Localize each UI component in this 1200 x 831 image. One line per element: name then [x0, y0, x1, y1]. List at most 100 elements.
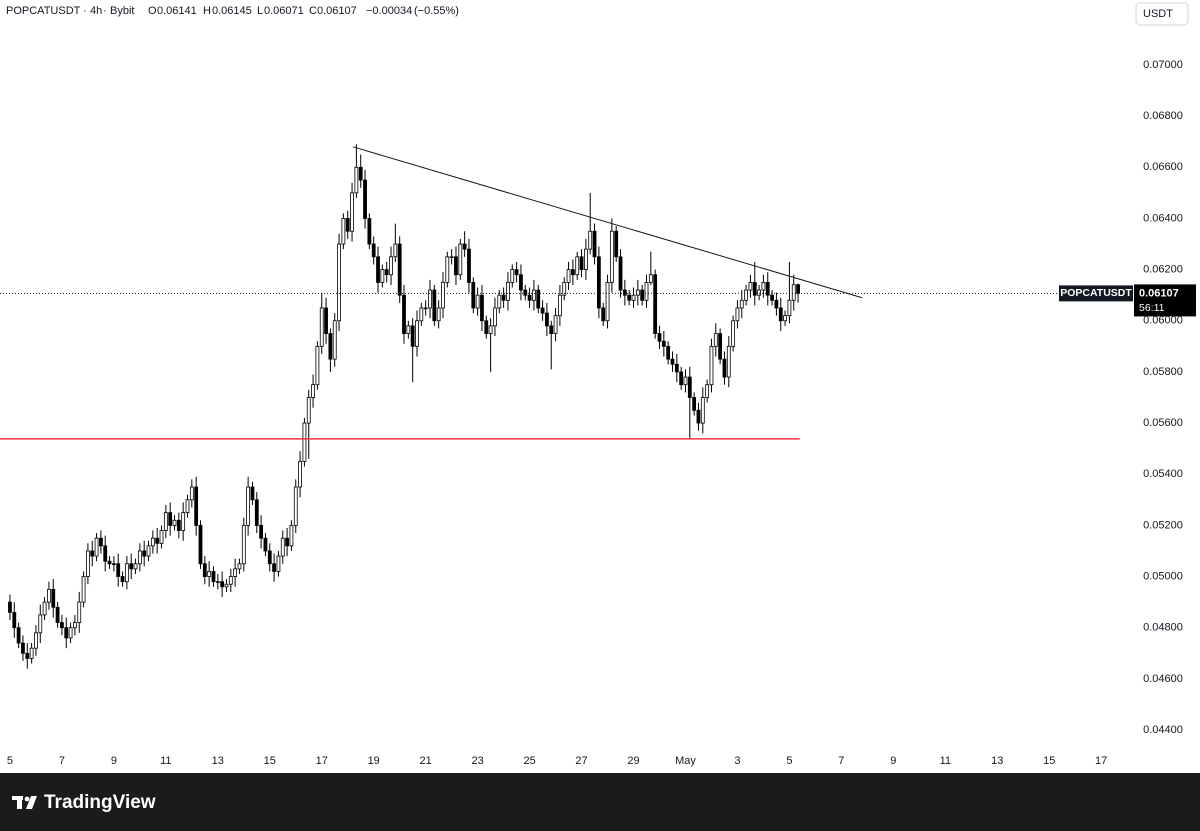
candle-body: [168, 512, 173, 526]
candle-body: [311, 384, 315, 398]
candle-body: [302, 422, 307, 462]
candle-body: [770, 294, 774, 301]
candle-body: [103, 545, 108, 562]
candle-body: [224, 583, 229, 588]
low-value: 0.06071: [264, 5, 304, 17]
candle-body: [570, 269, 575, 276]
chart-background: [0, 0, 1200, 773]
candle-body: [575, 256, 580, 276]
x-tick-label: 23: [472, 755, 484, 767]
x-tick-label: 3: [734, 755, 740, 767]
y-tick-label: 0.05600: [1143, 417, 1183, 429]
candle-body: [324, 307, 328, 334]
candle-body: [345, 218, 350, 232]
x-tick-label: 5: [7, 755, 13, 767]
y-tick-label: 0.05800: [1143, 366, 1183, 378]
candle-body: [566, 269, 571, 283]
x-tick-label: 11: [160, 755, 171, 767]
x-tick-label: 17: [316, 755, 328, 767]
candle-body: [558, 294, 562, 317]
candle-body: [765, 281, 770, 296]
candle-body: [64, 627, 69, 639]
candle-body: [280, 537, 285, 557]
price-tag-value: 0.06107: [1139, 287, 1179, 299]
candle-body: [406, 325, 411, 334]
candle-body: [198, 524, 203, 565]
candle-body: [436, 307, 441, 322]
candle-body: [700, 397, 705, 424]
candle-body: [661, 340, 666, 347]
candle-body: [137, 550, 142, 565]
candle-body: [402, 294, 406, 334]
candle-body: [337, 243, 341, 322]
candle-body: [644, 281, 649, 301]
candle-body: [657, 333, 662, 342]
candle-body: [692, 397, 697, 411]
candle-body: [536, 289, 541, 309]
x-tick-label: 5: [786, 755, 792, 767]
candle-body: [428, 289, 432, 309]
candle-body: [68, 627, 73, 639]
candle-body: [497, 294, 502, 309]
candle-body: [389, 256, 393, 276]
currency[interactable]: USDT: [1143, 8, 1173, 20]
candle-body: [272, 563, 277, 572]
change-percent: (−0.55%): [414, 5, 459, 17]
candle-body: [596, 256, 601, 309]
y-tick-label: 0.06400: [1143, 212, 1183, 224]
candle-body: [293, 486, 298, 526]
candle-body: [8, 601, 12, 613]
candle-body: [540, 307, 545, 314]
candle-body: [77, 601, 82, 623]
brand-name: TradingView: [44, 792, 156, 813]
y-tick-label: 0.07000: [1143, 59, 1183, 71]
trend-line: [352, 146, 863, 299]
candle-body: [129, 563, 134, 570]
candle-body: [493, 307, 497, 327]
y-tick-label: 0.04800: [1143, 622, 1183, 634]
candle-body: [42, 601, 47, 616]
candle-body: [38, 614, 43, 634]
candle-body: [640, 289, 645, 301]
currency-button[interactable]: [1135, 2, 1189, 26]
candle-body: [674, 363, 679, 373]
candle-body: [783, 315, 787, 322]
candle-body: [532, 289, 536, 301]
candle-body: [449, 256, 454, 259]
candle-body: [445, 256, 450, 283]
candle-body: [609, 230, 614, 283]
candle-body: [246, 486, 251, 526]
candle-body: [666, 345, 671, 360]
x-tick-label: 9: [111, 755, 117, 767]
candle-body: [627, 294, 632, 301]
candle-body: [739, 299, 744, 309]
candle-body: [73, 622, 77, 629]
candle-body: [94, 537, 99, 557]
legend-header: POPCATUSDT · 4h · Bybit O 0.06141 H 0.06…: [6, 5, 459, 17]
countdown: 56:11: [1139, 302, 1165, 314]
logo-shape: [17, 796, 22, 809]
candle-body: [458, 243, 463, 276]
candle-body: [514, 269, 519, 276]
y-tick-label: 0.06800: [1143, 110, 1183, 122]
logo-shape: [24, 796, 30, 802]
candle-body: [276, 555, 281, 572]
candle-body: [315, 345, 320, 386]
candle-body: [696, 409, 701, 424]
x-tick-label: 25: [523, 755, 535, 767]
separator: ·: [103, 5, 107, 17]
candle-body: [752, 281, 757, 296]
candle-body: [267, 550, 272, 565]
candle-body: [142, 550, 147, 557]
candle-body: [207, 571, 212, 577]
candle-body: [124, 563, 129, 583]
candle-body: [791, 284, 796, 301]
candle-body: [393, 243, 398, 258]
candle-body: [523, 289, 528, 296]
candle-body: [289, 524, 294, 547]
x-tick-label: 7: [59, 755, 65, 767]
candle-body: [194, 486, 199, 526]
price-tag: [1134, 284, 1196, 317]
candle-body: [761, 281, 766, 291]
